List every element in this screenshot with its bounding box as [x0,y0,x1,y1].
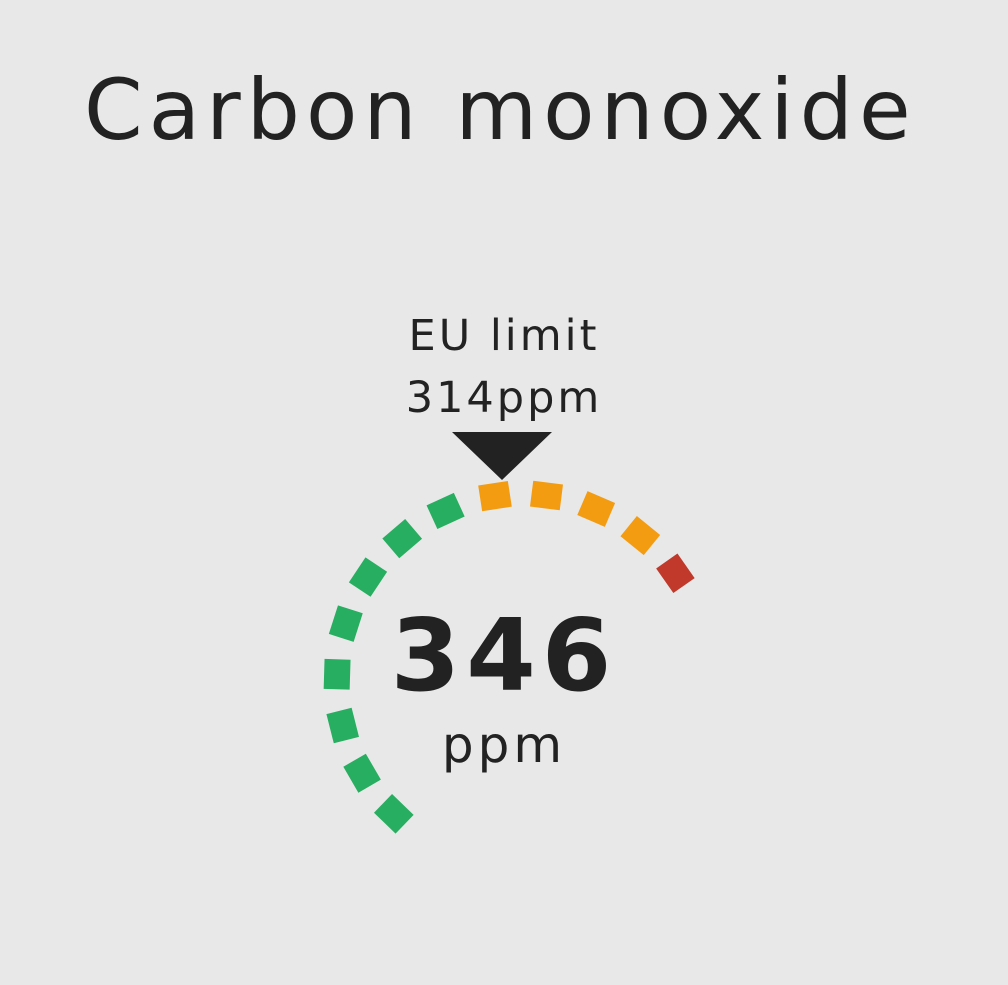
reading-value: 346 [390,597,618,714]
limit-label: EU limit [408,311,600,361]
gauge-segment [326,707,359,744]
gauge-segment [328,605,363,642]
gauge-segment [348,557,388,597]
gauge-segment [426,492,465,529]
limit-value: 314ppm [405,373,603,423]
gauge-segments [323,480,695,834]
gauge-segment [478,480,512,512]
gauge-segment [620,516,661,556]
gauge-segment [529,480,564,511]
gauge-segment [343,753,381,793]
gauge-segment [656,553,695,594]
gauge-segment [382,518,423,559]
page-title: Carbon monoxide [84,61,917,159]
gauge-segment [577,491,616,527]
limit-marker-icon [452,432,552,480]
gauge-segment [373,794,414,834]
reading-unit: ppm [441,716,567,774]
gauge-segment [323,658,351,690]
